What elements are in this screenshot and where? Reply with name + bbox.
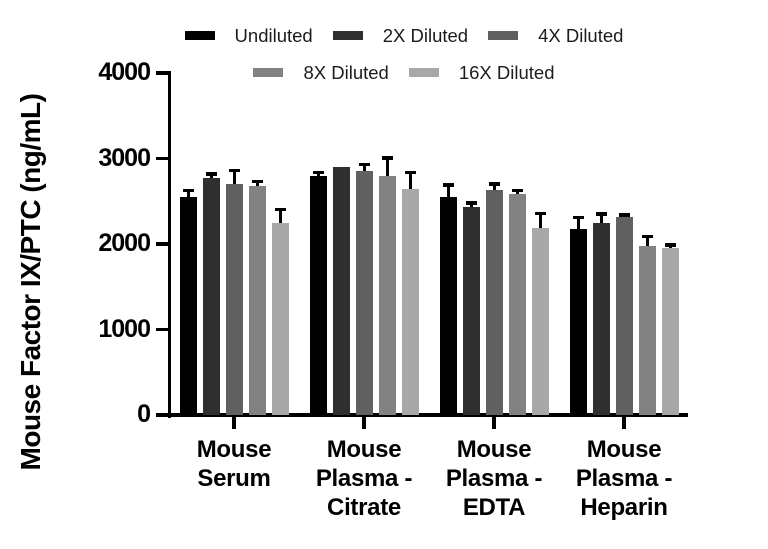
bar-undiluted [179,196,197,415]
error-bar-cap [228,168,240,173]
error-bar-cap [465,201,477,205]
bar-undiluted [569,228,587,415]
error-bar-cap [251,179,263,184]
error-bar-cap [572,215,584,220]
bar-2x-diluted [592,222,610,415]
bar-2x-diluted [202,178,220,415]
legend-label: 2X Diluted [382,24,469,46]
legend-swatch-icon [408,68,439,77]
error-bar-stem [186,189,190,200]
bar-4x-diluted [225,184,243,415]
y-tick [155,71,168,75]
error-bar-cap [182,188,194,193]
error-bar-stem [446,184,450,200]
legend-item: 16X Diluted [408,61,555,84]
legend-item: 4X Diluted [488,25,623,47]
error-bar-cap [404,170,416,175]
error-bar-cap [618,213,630,217]
error-bar-cap [274,207,286,212]
error-bar-stem [668,244,672,252]
error-bar-cap [511,188,523,193]
legend-swatch-icon [488,31,519,40]
bar-4x-diluted [615,216,633,415]
error-bar-stem [385,157,389,180]
bar-16x-diluted [661,248,679,415]
legend-swatch-icon [253,68,284,77]
y-tick-label: 3000 [98,143,151,172]
error-bar-stem [209,173,213,182]
x-tick [232,416,236,429]
error-bar-stem [645,235,649,249]
legend-item: 8X Diluted [253,61,389,84]
error-bar-cap [641,234,653,239]
error-bar-stem [599,213,603,226]
error-bar-stem [576,216,580,232]
error-bar-cap [664,243,676,247]
bar-2x-diluted [332,167,350,415]
chart-legend: Undiluted 2X Diluted 4X Diluted 8X Diluted 1… [40,22,768,96]
y-tick [155,413,168,417]
legend-swatch-icon [184,31,215,40]
y-tick-label: 4000 [98,57,151,86]
y-tick-label: 2000 [98,228,151,257]
bar-8x-diluted [638,245,656,415]
error-bar-cap [442,183,454,187]
x-tick [622,416,626,429]
bar-16x-diluted [271,222,289,415]
error-bar-stem [316,171,320,180]
y-tick [155,156,168,161]
error-bar-cap [488,182,500,186]
legend-label: 16X Diluted [458,61,555,83]
legend-label: Undiluted [234,24,313,46]
error-bar-cap [205,172,217,176]
bar-8x-diluted [378,176,396,415]
error-bar-stem [515,189,519,198]
x-category-label: Mouse Plasma - Heparin [575,436,673,521]
error-bar-stem [492,183,496,194]
error-bar-stem [362,163,366,175]
bar-4x-diluted [355,171,373,415]
error-bar-stem [469,202,473,211]
x-axis-line [160,413,688,418]
error-bar-stem [278,208,282,226]
y-tick-label: 1000 [98,314,151,343]
legend-swatch-icon [332,31,363,40]
bar-16x-diluted [401,189,419,415]
bar-16x-diluted [531,227,549,415]
error-bar-stem [538,212,542,231]
error-bar-cap [534,211,546,216]
error-bar-cap [358,162,370,167]
legend-item: 2X Diluted [332,24,469,47]
legend-row: Undiluted 2X Diluted 4X Diluted [40,22,768,49]
error-bar-cap [595,212,607,216]
bar-undiluted [309,176,327,415]
bar-8x-diluted [248,185,266,415]
bar-8x-diluted [508,194,526,415]
x-tick [492,416,496,429]
x-category-label: Mouse Plasma - Citrate [315,436,413,521]
bar-2x-diluted [462,207,480,415]
error-bar-cap [312,170,324,175]
legend-label: 4X Diluted [538,24,624,46]
y-axis-line [167,71,171,418]
error-bar-stem [232,169,236,188]
legend-label: 8X Diluted [303,61,389,83]
bar-4x-diluted [485,190,503,415]
bar-undiluted [439,196,457,415]
x-category-label: Mouse Serum [196,436,272,492]
error-bar-cap [381,156,393,160]
y-tick-label: 0 [137,399,151,428]
legend-row: 8X Diluted 16X Diluted [40,59,768,86]
legend-item: Undiluted [184,24,313,47]
y-tick [155,242,168,246]
x-category-label: Mouse Plasma - EDTA [445,436,543,521]
error-bar-stem [408,171,412,193]
y-tick [155,327,168,332]
x-tick [362,416,366,429]
error-bar-stem [255,180,259,189]
